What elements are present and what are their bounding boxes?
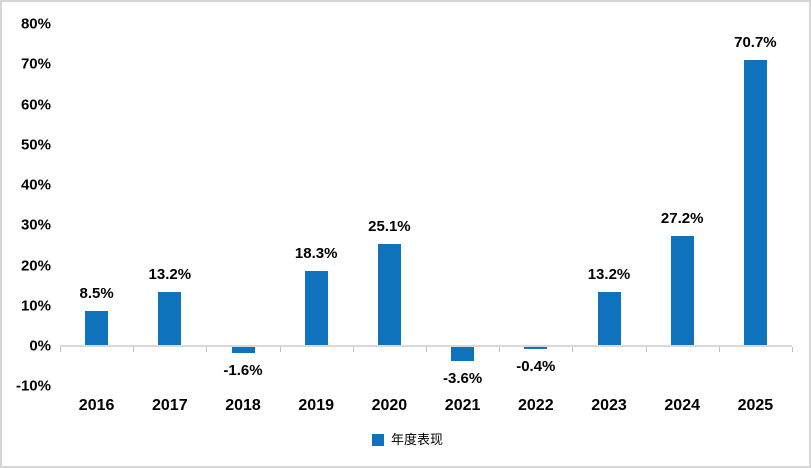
x-axis-category-label: 2022 <box>518 397 554 414</box>
x-axis-line <box>60 345 792 347</box>
bar-2025 <box>743 60 767 345</box>
legend-marker <box>371 434 384 446</box>
y-axis-tick-label: 20% <box>20 257 51 274</box>
y-axis-tick-label: 80% <box>20 15 51 33</box>
bar-2017 <box>158 291 182 345</box>
bar-2018 <box>231 347 255 354</box>
x-axis-category-label: 2024 <box>664 397 700 414</box>
x-axis-category-label: 2018 <box>225 397 261 414</box>
data-label-2025: 70.7% <box>734 34 777 52</box>
x-axis-tick <box>792 347 793 352</box>
x-axis-tick <box>279 347 281 352</box>
x-axis-tick <box>352 347 354 352</box>
bar-2016 <box>85 310 109 345</box>
bar-2020 <box>377 243 401 345</box>
data-label-2016: 8.5% <box>79 284 114 302</box>
y-axis-tick-label: 70% <box>20 55 51 73</box>
data-label-2021: -3.6% <box>443 370 483 388</box>
data-label-2020: 25.1% <box>368 217 411 235</box>
x-axis-tick <box>426 347 427 352</box>
x-axis-tick <box>133 347 135 352</box>
y-axis-tick-label: 0% <box>29 337 51 355</box>
x-axis-category-label: 2016 <box>78 397 115 414</box>
data-label-2019: 18.3% <box>294 245 338 263</box>
x-axis-category-label: 2025 <box>737 397 774 414</box>
x-axis-tick <box>499 347 501 352</box>
x-axis-category-label: 2021 <box>444 397 481 414</box>
x-axis-tick <box>572 347 574 352</box>
data-label-2022: -0.4% <box>516 357 556 375</box>
y-axis-tick-label: 60% <box>20 96 51 113</box>
data-label-2017: 13.2% <box>148 265 192 283</box>
data-label-2023: 13.2% <box>587 265 631 283</box>
x-axis-tick <box>718 347 720 352</box>
x-axis-category-label: 2020 <box>371 397 408 414</box>
bar-2024 <box>670 235 694 345</box>
bar-2022 <box>524 347 548 349</box>
data-label-2018: -1.6% <box>223 362 263 380</box>
x-axis-tick <box>60 347 61 352</box>
x-axis-category-label: 2023 <box>591 397 627 414</box>
y-axis-tick-label: 40% <box>20 176 51 194</box>
x-axis-tick <box>645 347 647 352</box>
data-label-2024: 27.2% <box>660 209 704 227</box>
x-axis-tick <box>206 347 208 352</box>
bar-2023 <box>597 291 621 345</box>
y-axis-tick-label: 30% <box>20 216 51 234</box>
legend: 年度表现 <box>2 432 809 447</box>
y-axis-tick-label: -10% <box>15 377 51 395</box>
bar-2021 <box>451 347 475 362</box>
x-axis-category-label: 2019 <box>298 397 334 414</box>
x-axis-category-label: 2017 <box>152 397 188 414</box>
bar-2019 <box>304 271 328 345</box>
y-axis-tick-label: 10% <box>20 297 51 315</box>
y-axis-tick-label: 50% <box>20 136 51 154</box>
legend-label: 年度表现 <box>390 432 443 447</box>
